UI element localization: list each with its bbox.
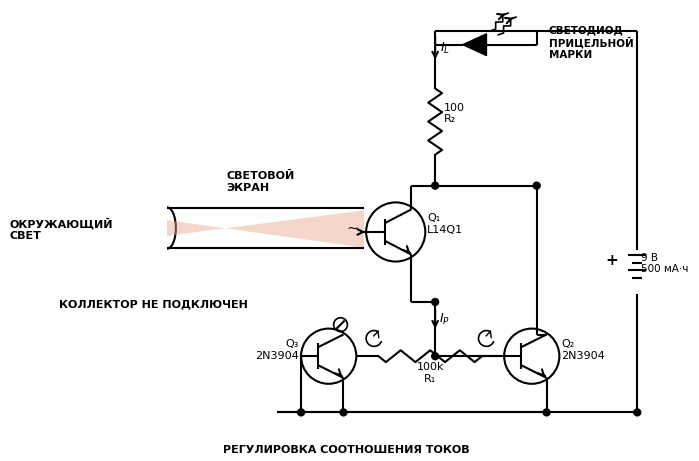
Polygon shape bbox=[463, 34, 487, 55]
Text: 9 В
500 мА·ч: 9 В 500 мА·ч bbox=[641, 253, 689, 274]
Text: 100k
R₁: 100k R₁ bbox=[417, 362, 444, 384]
Circle shape bbox=[533, 182, 540, 189]
Circle shape bbox=[432, 353, 438, 360]
Circle shape bbox=[340, 409, 347, 416]
Circle shape bbox=[432, 182, 438, 189]
Text: Q₃
2N3904: Q₃ 2N3904 bbox=[255, 339, 299, 361]
Circle shape bbox=[543, 409, 550, 416]
Text: ОКРУЖАЮЩИЙ
СВЕТ: ОКРУЖАЮЩИЙ СВЕТ bbox=[9, 218, 113, 242]
Text: Q₁
L14Q1: Q₁ L14Q1 bbox=[427, 213, 463, 235]
Circle shape bbox=[298, 409, 305, 416]
Text: +: + bbox=[605, 253, 618, 268]
Text: 100
R₂: 100 R₂ bbox=[444, 103, 465, 124]
Polygon shape bbox=[167, 210, 364, 248]
Circle shape bbox=[634, 409, 641, 416]
Text: КОЛЛЕКТОР НЕ ПОДКЛЮЧЕН: КОЛЛЕКТОР НЕ ПОДКЛЮЧЕН bbox=[59, 299, 247, 309]
Text: Q₂
2N3904: Q₂ 2N3904 bbox=[561, 339, 605, 361]
Text: $I_P$: $I_P$ bbox=[439, 312, 450, 327]
Text: $I_L$: $I_L$ bbox=[440, 41, 450, 56]
Text: РЕГУЛИРОВКА СООТНОШЕНИЯ ТОКОВ: РЕГУЛИРОВКА СООТНОШЕНИЯ ТОКОВ bbox=[223, 445, 470, 455]
Circle shape bbox=[432, 299, 438, 306]
Text: ~: ~ bbox=[347, 222, 359, 236]
Text: СВЕТОВОЙ
ЭКРАН: СВЕТОВОЙ ЭКРАН bbox=[226, 171, 294, 193]
Text: СВЕТОДИОД
ПРИЦЕЛЬНОЙ
МАРКИ: СВЕТОДИОД ПРИЦЕЛЬНОЙ МАРКИ bbox=[549, 25, 633, 60]
